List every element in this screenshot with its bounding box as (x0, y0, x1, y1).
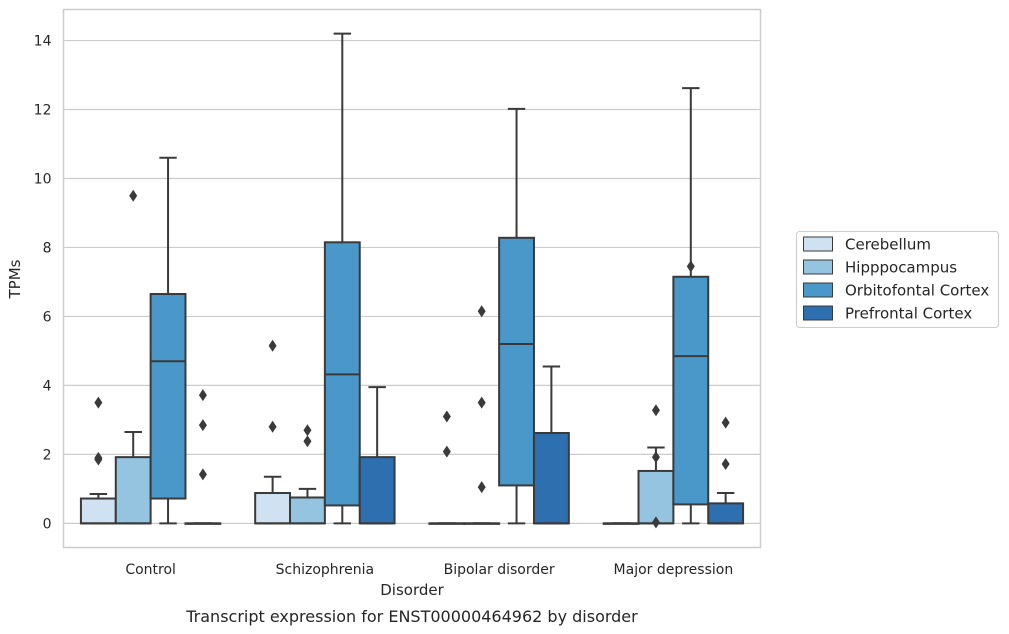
box-group (254, 339, 292, 525)
box-group (602, 522, 640, 525)
box-group (637, 404, 675, 529)
plot-frame (62, 8, 762, 549)
legend: Cerebellum Hipppocampus Orbitofontal Corte… (796, 231, 999, 328)
y-tick-label: 14 (34, 34, 52, 50)
x-tick-label: Control (125, 562, 176, 578)
outlier-point (721, 416, 730, 429)
box-group (707, 416, 745, 525)
outlier-point (477, 305, 486, 318)
box-group (463, 305, 501, 525)
y-axis-ticks: 0 2 4 6 8 10 12 14 (34, 34, 52, 533)
box (707, 502, 745, 525)
legend-label: Hipppocampus (845, 259, 957, 277)
legend-frame (796, 231, 999, 328)
box (637, 469, 675, 525)
outlier-point (651, 404, 660, 417)
outlier-point (477, 481, 486, 494)
legend-swatch (803, 282, 833, 298)
y-tick-label: 12 (34, 103, 52, 119)
box (289, 496, 326, 525)
box (114, 456, 152, 525)
y-axis-title: TPMs (6, 259, 24, 299)
outlier-point (198, 468, 207, 481)
outlier-point (442, 410, 451, 423)
legend-label: Cerebellum (845, 236, 931, 254)
box-group (428, 410, 466, 525)
box-group (672, 87, 710, 525)
outlier-point (651, 451, 660, 464)
box-group (289, 424, 326, 525)
outlier-point (268, 420, 277, 433)
box-group (184, 389, 222, 525)
x-axis-ticks: Control Schizophrenia Bipolar disorder Majo… (125, 562, 733, 578)
y-tick-label: 0 (43, 516, 52, 532)
outlier-point (268, 339, 277, 352)
outlier-point (686, 260, 695, 273)
y-tick-label: 2 (43, 447, 52, 463)
box-plot-area (79, 32, 745, 529)
x-tick-label: Major depression (614, 562, 734, 578)
outlier-point (94, 451, 103, 464)
chart-caption: Transcript expression for ENST0000046496… (185, 607, 638, 626)
outlier-point (198, 419, 207, 432)
legend-label: Prefrontal Cortex (845, 305, 972, 323)
box (498, 236, 535, 487)
y-tick-label: 4 (43, 378, 52, 394)
outlier-point (303, 424, 312, 437)
legend-swatch (803, 259, 833, 275)
box-group (532, 365, 570, 525)
legend-label: Orbitofontal Cortex (845, 282, 989, 300)
outlier-point (651, 516, 660, 529)
x-axis-title: Disorder (380, 581, 444, 599)
outlier-point (303, 435, 312, 448)
box (79, 497, 117, 525)
outlier-point (94, 396, 103, 409)
legend-swatch (803, 236, 833, 252)
box-group (79, 396, 117, 525)
x-tick-label: Schizophrenia (276, 562, 374, 578)
y-tick-label: 8 (43, 240, 52, 256)
box (149, 293, 187, 500)
box (672, 275, 710, 506)
box (358, 456, 396, 525)
box-group (358, 386, 396, 525)
box-group (114, 189, 152, 525)
outlier-point (129, 189, 138, 202)
legend-swatch (803, 305, 833, 321)
box (532, 432, 570, 525)
box (254, 492, 292, 525)
outlier-point (477, 396, 486, 409)
outlier-point (442, 445, 451, 458)
box-group (323, 32, 361, 525)
x-tick-label: Bipolar disorder (444, 562, 555, 578)
y-tick-label: 6 (43, 309, 52, 325)
box-group (149, 156, 187, 525)
y-tick-label: 10 (34, 171, 52, 187)
outlier-point (198, 389, 207, 402)
outlier-point (721, 458, 730, 471)
box-group (498, 107, 535, 525)
